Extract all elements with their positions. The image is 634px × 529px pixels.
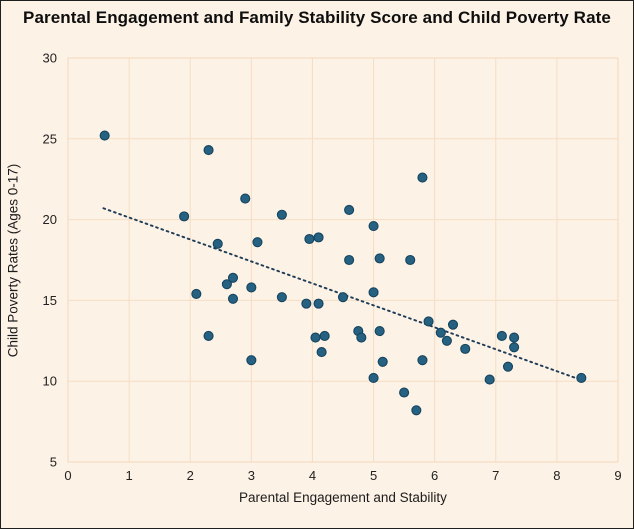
- data-point: [212, 238, 223, 249]
- data-point: [496, 330, 507, 342]
- x-tick-label: 0: [64, 468, 71, 483]
- data-point: [246, 355, 257, 366]
- data-point: [313, 298, 324, 309]
- x-axis-title: Parental Engagement and Stability: [239, 490, 447, 505]
- data-point: [417, 355, 428, 366]
- data-point: [344, 254, 355, 266]
- data-point: [319, 330, 330, 342]
- data-point: [276, 209, 287, 220]
- data-point: [405, 254, 416, 266]
- y-tick-label: 20: [43, 212, 57, 227]
- data-point: [484, 374, 495, 385]
- data-point: [509, 342, 520, 353]
- data-point: [240, 193, 251, 204]
- data-point: [246, 282, 257, 293]
- data-point: [276, 292, 287, 303]
- data-point: [411, 405, 422, 416]
- data-point: [423, 316, 434, 327]
- x-tick-label: 4: [309, 468, 316, 483]
- data-point: [417, 172, 428, 183]
- y-tick-label: 10: [43, 374, 57, 389]
- data-point: [447, 319, 459, 330]
- data-point: [313, 232, 324, 243]
- data-point: [441, 335, 452, 346]
- x-tick-label: 8: [553, 468, 560, 483]
- data-point: [99, 130, 110, 141]
- data-point: [502, 361, 514, 372]
- data-point: [310, 332, 321, 343]
- data-point: [576, 372, 587, 384]
- data-point: [227, 272, 239, 283]
- data-point: [221, 279, 232, 290]
- data-point: [368, 221, 379, 232]
- data-point: [374, 253, 385, 264]
- x-tick-label: 3: [248, 468, 255, 483]
- y-axis-title: Child Poverty Rates (Ages 0-17): [5, 163, 21, 358]
- data-point: [301, 298, 312, 309]
- y-tick-label: 5: [50, 455, 57, 470]
- data-point: [356, 332, 367, 343]
- data-point: [368, 372, 379, 384]
- data-point: [252, 237, 263, 248]
- data-point: [227, 293, 239, 304]
- data-point: [337, 292, 349, 303]
- data-point: [377, 356, 388, 367]
- x-tick-label: 1: [125, 468, 132, 483]
- x-tick-label: 2: [187, 468, 194, 483]
- data-point: [203, 145, 214, 156]
- x-tick-label: 5: [370, 468, 377, 483]
- data-point: [368, 287, 379, 298]
- data-point: [509, 332, 520, 343]
- x-tick-label: 7: [492, 468, 499, 483]
- y-tick-label: 15: [43, 293, 57, 308]
- chart-title: Parental Engagement and Family Stability…: [23, 8, 611, 27]
- x-tick-label: 6: [431, 468, 438, 483]
- data-point: [344, 204, 355, 215]
- data-point: [460, 343, 471, 354]
- y-tick-label: 30: [43, 51, 57, 66]
- data-point: [316, 347, 327, 358]
- y-tick-label: 25: [43, 131, 57, 146]
- data-point: [191, 288, 202, 299]
- data-point: [203, 330, 214, 342]
- data-point: [304, 233, 315, 245]
- x-tick-label: 9: [614, 468, 621, 483]
- data-point: [399, 387, 410, 398]
- data-point: [374, 326, 385, 337]
- data-point: [179, 211, 190, 222]
- plot-frame: [67, 57, 619, 463]
- data-point: [435, 327, 446, 338]
